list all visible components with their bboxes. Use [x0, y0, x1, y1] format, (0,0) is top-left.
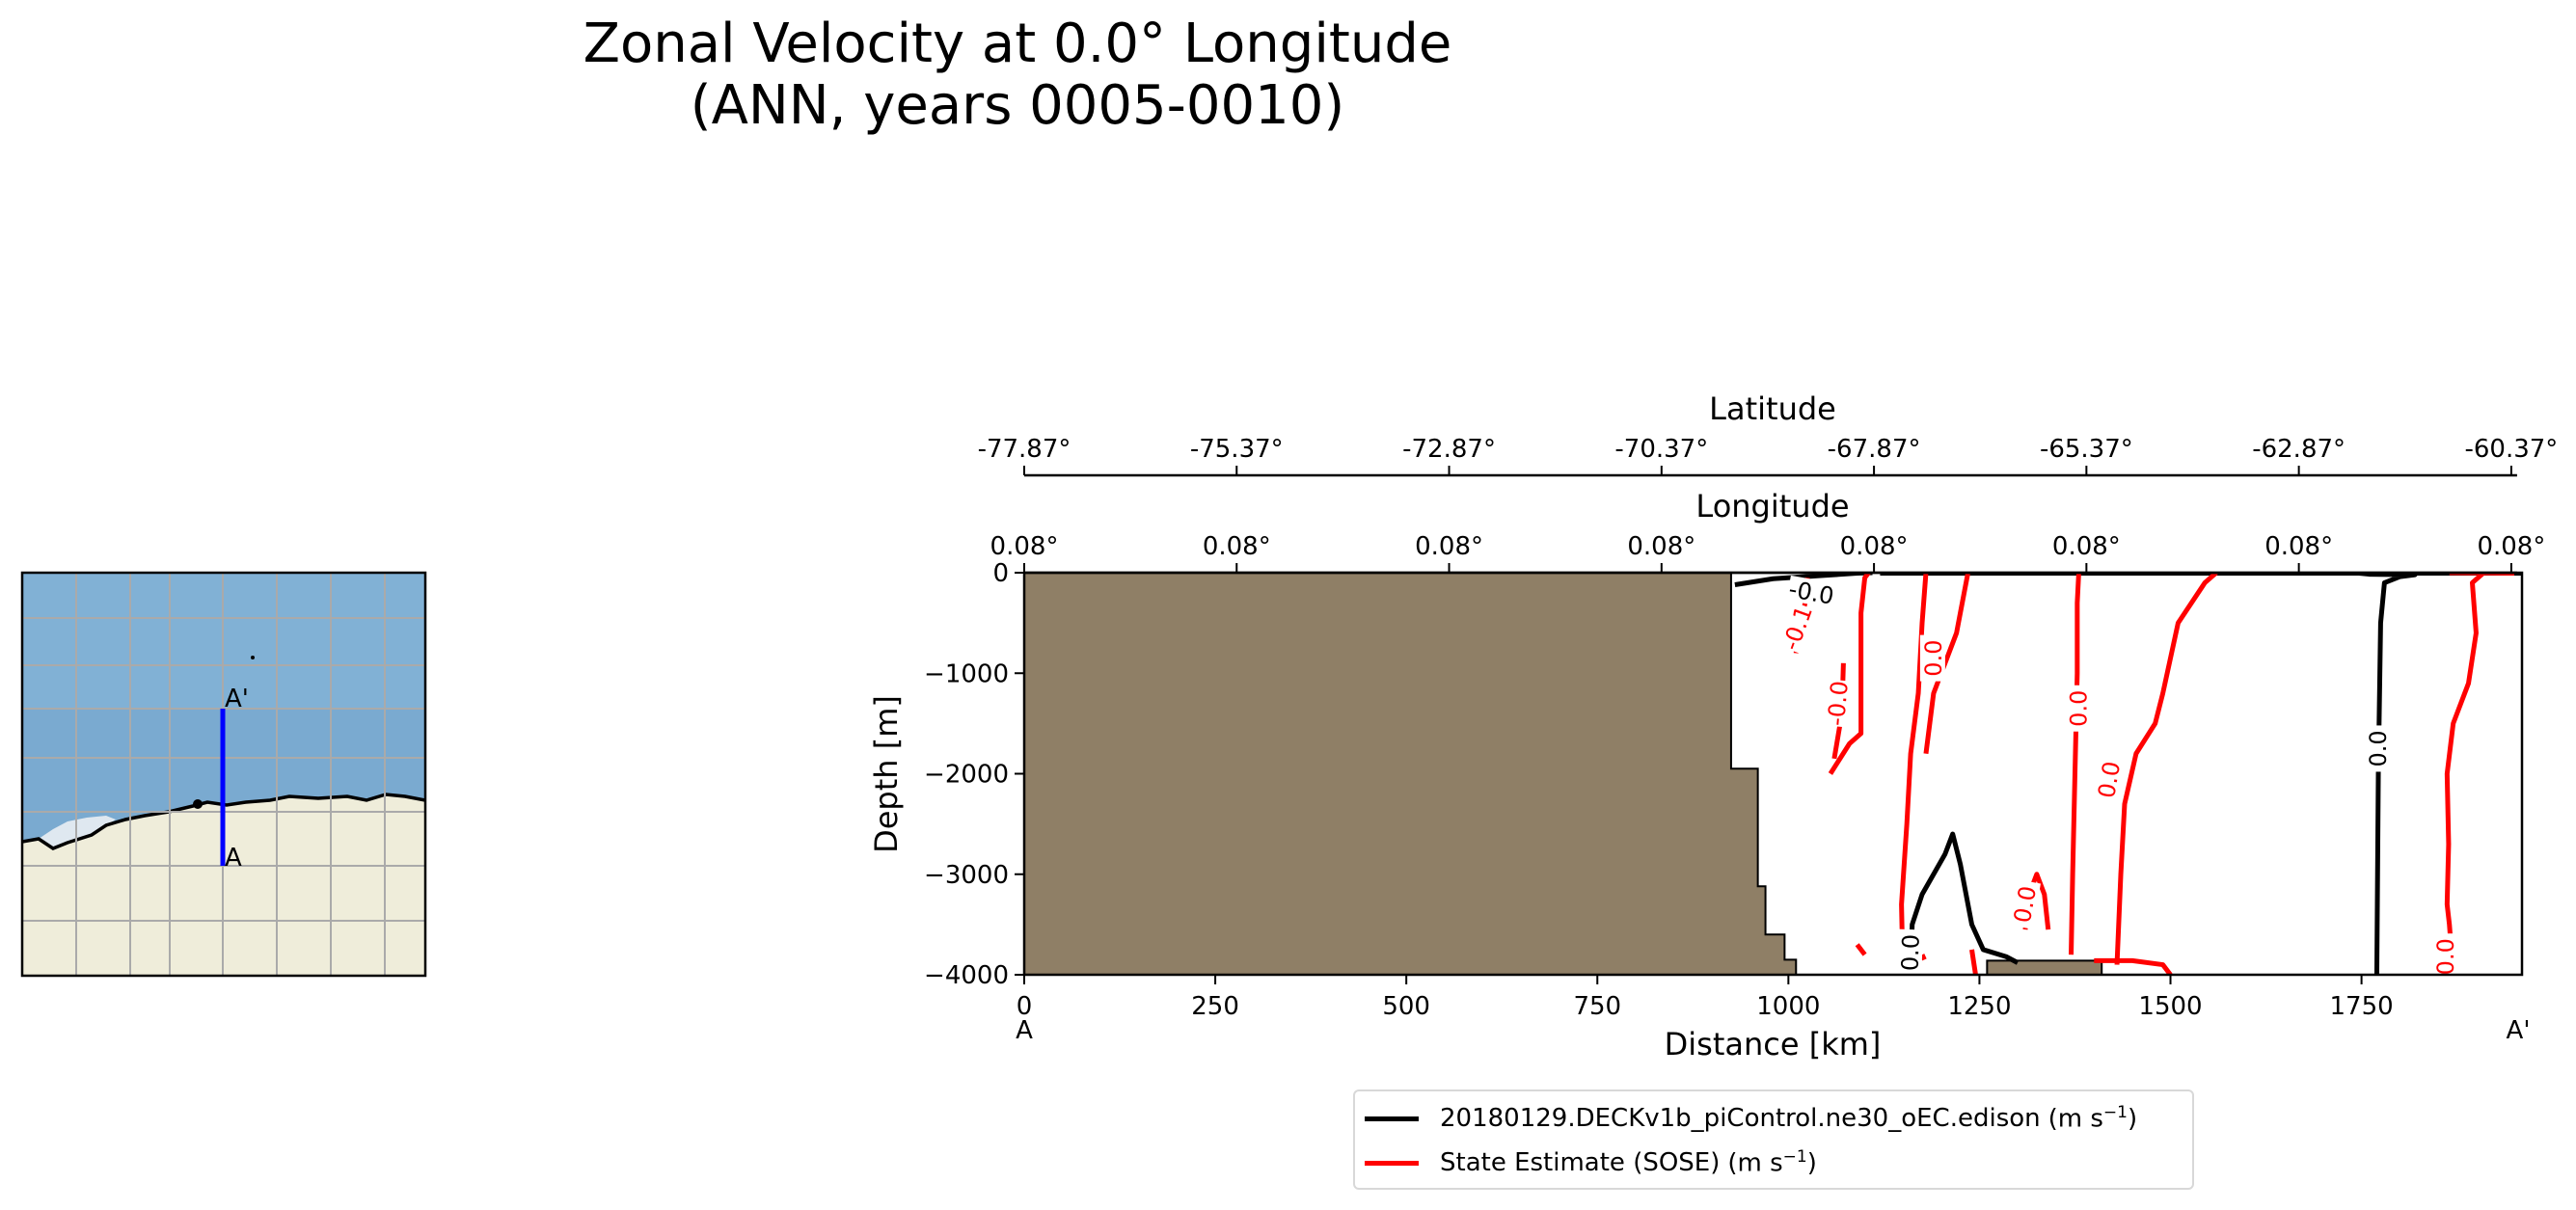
contour-label-bg — [2008, 878, 2041, 929]
y-tick-label: −1000 — [924, 659, 1009, 688]
map-label-start: A — [225, 844, 242, 873]
longitude-axis-label: Longitude — [1695, 488, 1849, 524]
contour-label-bg — [1786, 575, 1837, 608]
x-axis: 0 250 500 750 1000 1250 1500 1750 — [1017, 975, 2394, 1021]
inset-map — [22, 573, 425, 976]
contour-label-obs: 0.0 — [2093, 760, 2126, 800]
contour-obs-12 — [2094, 957, 2173, 975]
map-island — [193, 799, 203, 809]
contour-label-obs: 0.0 — [2432, 938, 2459, 975]
bathymetry-fill — [1024, 573, 1798, 975]
legend: 20180129.DECKv1b_piControl.ne30_oEC.edis… — [1353, 1089, 2194, 1190]
contour-label-bg — [2092, 754, 2126, 805]
map-ice-shelf — [22, 816, 116, 848]
contour-label-bg — [1776, 601, 1817, 654]
latitude-axis: -77.87° -75.37° -72.87° -70.37° -67.87° -65.3… — [978, 435, 2558, 477]
legend-swatch-model — [1365, 1116, 1419, 1121]
x-axis-label: Distance [km] — [1665, 1026, 1882, 1062]
secondary-tick-label: -70.37° — [1614, 435, 1708, 464]
contour-label-obs: -0.0 — [1823, 680, 1854, 727]
contour-label-bg — [2365, 725, 2391, 772]
contour-label-model: 0.0 — [2365, 730, 2392, 766]
secondary-tick-label: 0.08° — [2264, 532, 2333, 561]
secondary-tick-label: -62.87° — [2252, 435, 2346, 464]
x-tick-label: 1250 — [1947, 992, 2011, 1021]
contour-label-obs: 0.0 — [1920, 640, 1947, 677]
title-line-1: Zonal Velocity at 0.0° Longitude — [583, 13, 1452, 75]
contour-label-bg — [1896, 928, 1923, 977]
chart-title: Zonal Velocity at 0.0° Longitude (ANN, y… — [439, 13, 1596, 137]
latitude-axis-label: Latitude — [1709, 390, 1836, 427]
legend-swatch-obs — [1365, 1160, 1419, 1166]
plot-area: -0.00.00.0-0.1-0.00.00.00.00.00.0 — [1022, 571, 2524, 981]
secondary-tick-label: -77.87° — [978, 435, 1071, 464]
secondary-tick-label: -65.37° — [2040, 435, 2133, 464]
y-tick-label: 0 — [992, 559, 1009, 588]
contour-label-bg — [1822, 679, 1852, 728]
legend-label-model: 20180129.DECKv1b_piControl.ne30_oEC.edis… — [1440, 1104, 2041, 1133]
x-tick-label: 0 — [1017, 992, 1033, 1021]
secondary-tick-label: -60.37° — [2464, 435, 2558, 464]
contour-obs-15 — [1919, 954, 1927, 961]
map-label-end: A' — [225, 685, 249, 713]
secondary-tick-label: 0.08° — [990, 532, 1059, 561]
secondary-tick-label: -72.87° — [1402, 435, 1496, 464]
contour-obs-7 — [1899, 573, 1929, 975]
x-tick-label: 500 — [1382, 992, 1430, 1021]
legend-entry-obs: State Estimate (SOSE) (m s−1) — [1365, 1143, 1817, 1182]
legend-entry-model: 20180129.DECKv1b_piControl.ne30_oEC.edis… — [1365, 1099, 2137, 1138]
legend-unit-obs: (m s−1) — [1727, 1147, 1817, 1178]
contour-obs-16 — [1969, 949, 1978, 975]
y-tick-label: −3000 — [924, 861, 1009, 890]
legend-unit-exp: −1 — [2102, 1103, 2128, 1123]
y-tick-label: −2000 — [924, 761, 1009, 790]
secondary-tick-label: 0.08° — [1840, 532, 1909, 561]
contour-obs-13 — [2444, 573, 2486, 975]
legend-unit-exp: −1 — [1782, 1147, 1807, 1168]
x-axis-start-label: A — [1016, 1016, 1033, 1045]
secondary-tick-label: 0.08° — [1415, 532, 1483, 561]
title-line-2: (ANN, years 0005-0010) — [690, 74, 1345, 137]
legend-unit-close: ) — [2127, 1104, 2138, 1134]
contour-label-bg — [2431, 933, 2457, 981]
legend-unit-text: (m s — [1727, 1148, 1783, 1178]
x-tick-label: 1000 — [1756, 992, 1820, 1021]
contour-label-obs: 0.0 — [2009, 884, 2042, 925]
contour-model-1 — [1908, 831, 2020, 975]
secondary-tick-label: -75.37° — [1190, 435, 1284, 464]
secondary-tick-label: 0.08° — [1627, 532, 1695, 561]
contour-obs-17 — [1855, 943, 1867, 956]
y-axis-label: Depth [m] — [868, 695, 905, 853]
x-tick-label: 750 — [1573, 992, 1621, 1021]
legend-unit-model: (m s−1) — [2048, 1103, 2138, 1134]
legend-unit-close: ) — [1806, 1148, 1817, 1178]
x-tick-label: 1750 — [2330, 992, 2394, 1021]
x-tick-label: 1500 — [2138, 992, 2202, 1021]
legend-unit-text: (m s — [2047, 1104, 2103, 1134]
x-tick-label: 250 — [1191, 992, 1239, 1021]
y-tick-label: −4000 — [924, 961, 1009, 990]
secondary-tick-label: -67.87° — [1828, 435, 1921, 464]
longitude-axis: 0.08° 0.08° 0.08° 0.08° 0.08° 0.08° 0.08° 0.08° — [990, 532, 2545, 575]
x-axis-end-label: A' — [2507, 1016, 2531, 1045]
contour-label-model: 0.0 — [1896, 934, 1924, 972]
map-island — [251, 656, 255, 659]
contour-label-obs: 0.0 — [2065, 690, 2092, 727]
contour-label-bg — [1919, 634, 1945, 682]
secondary-tick-label: 0.08° — [2052, 532, 2121, 561]
map-frame — [20, 571, 427, 978]
contour-obs-5 — [1828, 573, 1871, 775]
contour-label-bg — [2065, 685, 2091, 732]
y-axis: 0 −1000 −2000 −3000 −4000 — [924, 559, 1024, 990]
secondary-tick-label: 0.08° — [2477, 532, 2545, 561]
legend-label-obs: State Estimate (SOSE) — [1440, 1148, 1721, 1177]
contour-obs-8 — [1923, 573, 1971, 754]
secondary-tick-label: 0.08° — [1203, 532, 1271, 561]
seamount-fill — [1986, 959, 2103, 975]
contour-obs-10 — [2114, 573, 2218, 965]
